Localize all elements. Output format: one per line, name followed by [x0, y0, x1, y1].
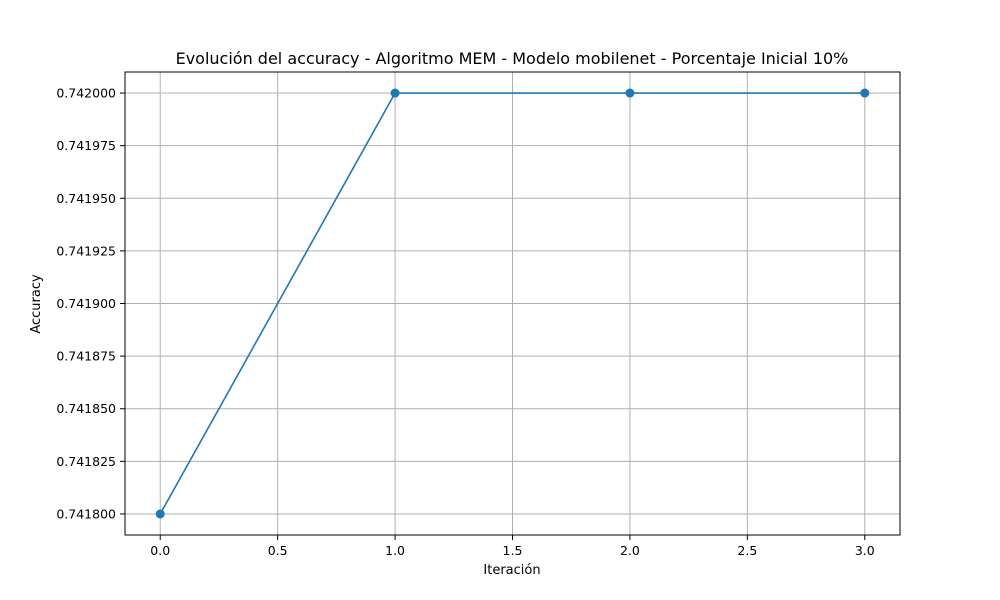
chart-title: Evolución del accuracy - Algoritmo MEM -…	[176, 49, 849, 68]
y-tick-label: 0.741925	[56, 243, 116, 258]
y-tick-label: 0.741900	[56, 296, 116, 311]
x-tick-label: 1.0	[385, 543, 405, 558]
x-tick-label: 1.5	[503, 543, 523, 558]
x-tick-label: 3.0	[855, 543, 875, 558]
data-point	[390, 88, 400, 98]
y-axis-label: Accuracy	[29, 274, 44, 334]
x-tick-label: 0.5	[268, 543, 288, 558]
series-group	[155, 88, 870, 519]
y-tick-label: 0.741825	[56, 454, 116, 469]
x-tick-label: 2.0	[620, 543, 640, 558]
y-tick-label: 0.741875	[56, 349, 116, 364]
y-axis: 0.741800 0.741825 0.741850 0.741875 0.741900…	[56, 86, 125, 521]
data-point	[155, 509, 165, 519]
y-tick-label: 0.741975	[56, 138, 116, 153]
series-line	[159, 92, 865, 515]
x-axis: 0.0 0.5 1.0 1.5 2.0 2.5 3.0	[150, 535, 875, 558]
grid	[125, 72, 900, 535]
x-tick-label: 2.5	[737, 543, 757, 558]
y-tick-label: 0.742000	[56, 86, 116, 101]
x-tick-label: 0.0	[150, 543, 170, 558]
y-tick-label: 0.741800	[56, 506, 116, 521]
data-point	[625, 88, 635, 98]
y-tick-label: 0.741950	[56, 191, 116, 206]
x-axis-label: Iteración	[483, 563, 540, 578]
data-point	[860, 88, 870, 98]
y-tick-label: 0.741850	[56, 401, 116, 416]
